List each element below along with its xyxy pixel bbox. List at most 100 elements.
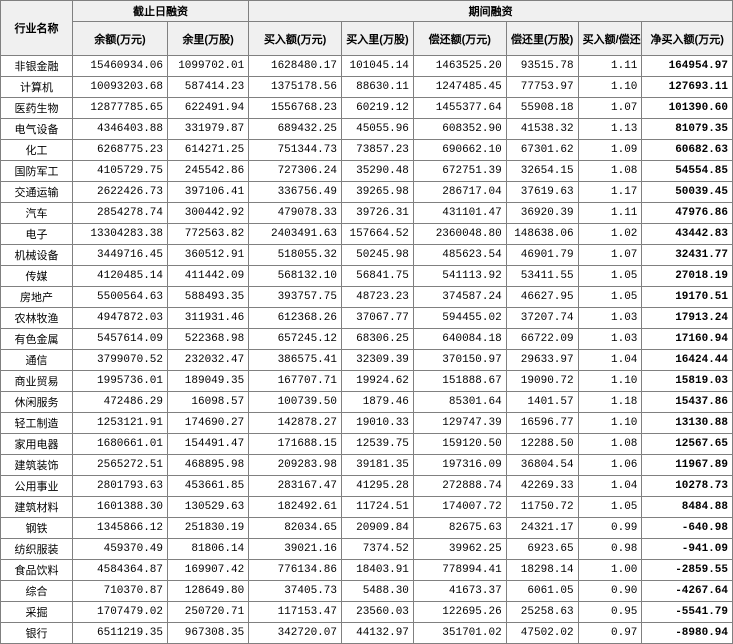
balance-cell: 3449716.45 [72, 245, 167, 266]
balance-vol-cell: 81806.14 [168, 539, 249, 560]
buy-vol-cell: 39726.31 [342, 203, 414, 224]
ratio-cell: 0.90 [578, 581, 642, 602]
name: 非银金融 [1, 56, 73, 77]
ratio-cell: 1.11 [578, 203, 642, 224]
net-cell: 32431.77 [642, 245, 733, 266]
net-cell: 17913.24 [642, 308, 733, 329]
buy-vol-cell: 101045.14 [342, 56, 414, 77]
buy-vol-cell: 5488.30 [342, 581, 414, 602]
buy-vol-cell: 32309.39 [342, 350, 414, 371]
table-row: 商业贸易1995736.01189049.35167707.7119924.62… [1, 371, 733, 392]
ratio-cell: 0.99 [578, 518, 642, 539]
buy-vol-cell: 23560.03 [342, 602, 414, 623]
name: 交通运输 [1, 182, 73, 203]
balance-cell: 4105729.75 [72, 161, 167, 182]
repay-vol-cell: 32654.15 [506, 161, 578, 182]
buy-cell: 727306.24 [249, 161, 342, 182]
balance-vol-cell: 250720.71 [168, 602, 249, 623]
balance-cell: 1253121.91 [72, 413, 167, 434]
table-row: 交通运输2622426.73397106.41336756.4939265.98… [1, 182, 733, 203]
buy-vol-cell: 11724.51 [342, 497, 414, 518]
table-row: 纺织服装459370.4981806.1439021.167374.523996… [1, 539, 733, 560]
buy-vol-cell: 44132.97 [342, 623, 414, 644]
name: 休闲服务 [1, 392, 73, 413]
repay-vol-cell: 16596.77 [506, 413, 578, 434]
balance-cell: 1345866.12 [72, 518, 167, 539]
table-row: 建筑材料1601388.30130529.63182492.6111724.51… [1, 497, 733, 518]
buy-vol-cell: 39265.98 [342, 182, 414, 203]
balance-cell: 4584364.87 [72, 560, 167, 581]
buy-cell: 657245.12 [249, 329, 342, 350]
balance-cell: 472486.29 [72, 392, 167, 413]
buy-vol-cell: 20909.84 [342, 518, 414, 539]
ratio-cell: 1.17 [578, 182, 642, 203]
balance-vol-cell: 453661.85 [168, 476, 249, 497]
repay-vol-cell: 19090.72 [506, 371, 578, 392]
buy-cell: 37405.73 [249, 581, 342, 602]
name: 国防军工 [1, 161, 73, 182]
net-cell: -4267.64 [642, 581, 733, 602]
buy-cell: 386575.41 [249, 350, 342, 371]
name: 机械设备 [1, 245, 73, 266]
net-cell: -640.98 [642, 518, 733, 539]
name: 纺织服装 [1, 539, 73, 560]
ratio-cell: 1.10 [578, 77, 642, 98]
net-cell: 101390.60 [642, 98, 733, 119]
table-row: 农林牧渔4947872.03311931.46612368.2637067.77… [1, 308, 733, 329]
repay-vol-cell: 37619.63 [506, 182, 578, 203]
ratio-cell: 1.08 [578, 434, 642, 455]
header-ratio: 买入额/偿还额 [578, 22, 642, 56]
net-cell: -941.09 [642, 539, 733, 560]
repay-cell: 151888.67 [413, 371, 506, 392]
repay-vol-cell: 67301.62 [506, 140, 578, 161]
buy-cell: 142878.27 [249, 413, 342, 434]
balance-cell: 12877785.65 [72, 98, 167, 119]
buy-vol-cell: 18403.91 [342, 560, 414, 581]
ratio-cell: 1.11 [578, 56, 642, 77]
balance-cell: 2565272.51 [72, 455, 167, 476]
balance-vol-cell: 245542.86 [168, 161, 249, 182]
balance-cell: 1995736.01 [72, 371, 167, 392]
ratio-cell: 0.97 [578, 623, 642, 644]
name: 商业贸易 [1, 371, 73, 392]
name: 轻工制造 [1, 413, 73, 434]
repay-cell: 129747.39 [413, 413, 506, 434]
buy-vol-cell: 73857.23 [342, 140, 414, 161]
name: 医药生物 [1, 98, 73, 119]
table-row: 建筑装饰2565272.51468895.98209283.9839181.35… [1, 455, 733, 476]
balance-vol-cell: 614271.25 [168, 140, 249, 161]
ratio-cell: 1.05 [578, 287, 642, 308]
buy-cell: 342720.07 [249, 623, 342, 644]
header-group-closing: 截止日融资 [72, 1, 248, 22]
name: 公用事业 [1, 476, 73, 497]
repay-vol-cell: 55908.18 [506, 98, 578, 119]
repay-cell: 431101.47 [413, 203, 506, 224]
table-row: 国防军工4105729.75245542.86727306.2435290.48… [1, 161, 733, 182]
name: 综合 [1, 581, 73, 602]
buy-vol-cell: 88630.11 [342, 77, 414, 98]
buy-cell: 1556768.23 [249, 98, 342, 119]
repay-cell: 1463525.20 [413, 56, 506, 77]
table-row: 采掘1707479.02250720.71117153.4723560.0312… [1, 602, 733, 623]
repay-vol-cell: 18298.14 [506, 560, 578, 581]
repay-vol-cell: 25258.63 [506, 602, 578, 623]
table-row: 家用电器1680661.01154491.47171688.1512539.75… [1, 434, 733, 455]
net-cell: 54554.85 [642, 161, 733, 182]
table-row: 化工6268775.23614271.25751344.7373857.2369… [1, 140, 733, 161]
ratio-cell: 1.03 [578, 308, 642, 329]
net-cell: 164954.97 [642, 56, 733, 77]
balance-cell: 6511219.35 [72, 623, 167, 644]
balance-cell: 1601388.30 [72, 497, 167, 518]
repay-vol-cell: 77753.97 [506, 77, 578, 98]
name: 食品饮料 [1, 560, 73, 581]
ratio-cell: 1.07 [578, 245, 642, 266]
balance-cell: 4346403.88 [72, 119, 167, 140]
header-net: 净买入额(万元) [642, 22, 733, 56]
balance-cell: 3799070.52 [72, 350, 167, 371]
table-row: 银行6511219.35967308.35342720.0744132.9735… [1, 623, 733, 644]
net-cell: 47976.86 [642, 203, 733, 224]
header-name: 行业名称 [1, 1, 73, 56]
repay-cell: 197316.09 [413, 455, 506, 476]
table-row: 休闲服务472486.2916098.57100739.501879.46853… [1, 392, 733, 413]
ratio-cell: 1.18 [578, 392, 642, 413]
